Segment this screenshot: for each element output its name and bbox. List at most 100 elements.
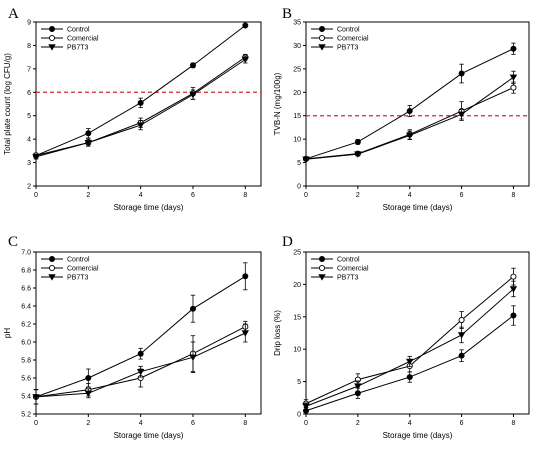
data-point bbox=[137, 99, 144, 106]
series-control bbox=[302, 305, 517, 415]
legend-entry: Control bbox=[337, 27, 360, 34]
legend-entry: Comercial bbox=[67, 36, 99, 43]
x-tick-label: 6 bbox=[460, 420, 464, 427]
y-tick-label: 8 bbox=[27, 43, 31, 50]
panel-label: C bbox=[8, 234, 18, 250]
data-point bbox=[406, 374, 413, 381]
y-tick-label: 9 bbox=[27, 20, 31, 27]
data-point bbox=[189, 62, 196, 69]
plot-frame bbox=[305, 21, 530, 187]
y-axis-title: TVB-N (mg/100g) bbox=[273, 72, 282, 135]
y-axis-title: Drip loss (%) bbox=[273, 310, 282, 356]
x-tick-label: 2 bbox=[356, 420, 360, 427]
y-tick-label: 15 bbox=[293, 113, 301, 120]
data-point bbox=[354, 383, 362, 390]
series-pb7t3 bbox=[32, 55, 250, 161]
series-line bbox=[305, 48, 514, 160]
legend-entry: Comercial bbox=[337, 36, 369, 43]
y-tick-label: 5 bbox=[297, 379, 301, 386]
y-tick-label: 0 bbox=[297, 184, 301, 191]
series-pb7t3 bbox=[302, 70, 518, 163]
data-point bbox=[137, 350, 144, 357]
y-tick-label: 25 bbox=[293, 66, 301, 73]
y-tick-label: 25 bbox=[293, 250, 301, 257]
x-tick-label: 6 bbox=[191, 192, 195, 199]
legend-marker bbox=[48, 274, 56, 281]
x-tick-label: 0 bbox=[34, 192, 38, 199]
data-point bbox=[189, 305, 196, 312]
chart-panel-b: B 0 2 4 6 8 0 5 10 15 20 25 30 35 Storage time (days) T… bbox=[273, 6, 530, 212]
y-tick-label: 6 bbox=[27, 90, 31, 97]
x-tick-label: 2 bbox=[86, 192, 90, 199]
legend-entry: PB7T3 bbox=[67, 45, 89, 52]
data-point bbox=[458, 316, 465, 324]
data-point bbox=[189, 354, 197, 361]
data-point bbox=[84, 390, 93, 397]
y-tick-label: 0 bbox=[297, 412, 301, 419]
data-point bbox=[458, 352, 465, 359]
x-tick-label: 0 bbox=[304, 192, 308, 199]
data-point bbox=[241, 330, 250, 337]
data-point bbox=[457, 111, 466, 118]
legend-marker bbox=[49, 25, 56, 32]
plot-frame bbox=[35, 21, 262, 187]
plot-frame bbox=[305, 251, 530, 415]
y-tick-label: 5.6 bbox=[21, 376, 31, 383]
plot-frame bbox=[35, 251, 262, 415]
legend-entry: Control bbox=[67, 257, 90, 264]
data-point bbox=[354, 151, 362, 158]
x-tick-label: 6 bbox=[191, 420, 195, 427]
x-axis-title: Storage time (days) bbox=[114, 431, 184, 440]
series-control bbox=[33, 22, 249, 159]
series-control bbox=[302, 42, 517, 162]
data-point bbox=[509, 286, 518, 293]
panel-label: A bbox=[8, 6, 19, 22]
legend-marker bbox=[48, 44, 56, 51]
y-tick-label: 20 bbox=[293, 90, 301, 97]
y-axis-title: pH bbox=[3, 328, 12, 338]
y-axis-title: Total plate count (log CFU/g) bbox=[3, 53, 12, 155]
legend-entry: Control bbox=[67, 27, 90, 34]
x-tick-label: 6 bbox=[460, 192, 464, 199]
data-point bbox=[458, 70, 465, 77]
y-tick-label: 15 bbox=[293, 314, 301, 321]
data-point bbox=[84, 139, 93, 147]
data-point bbox=[136, 122, 145, 129]
x-tick-label: 4 bbox=[139, 192, 143, 199]
y-tick-label: 30 bbox=[293, 43, 301, 50]
y-tick-label: 20 bbox=[293, 282, 301, 289]
x-tick-label: 0 bbox=[304, 420, 308, 427]
chart-panel-d: D 0 2 4 6 8 0 5 10 15 20 25 Storage time (days) Drip … bbox=[273, 234, 530, 440]
data-point bbox=[136, 368, 145, 376]
legend-entry: PB7T3 bbox=[67, 275, 89, 282]
data-point bbox=[509, 74, 518, 81]
x-axis-title: Storage time (days) bbox=[383, 431, 453, 440]
legend-marker bbox=[318, 25, 325, 32]
y-tick-label: 35 bbox=[293, 20, 301, 27]
x-axis-title: Storage time (days) bbox=[383, 203, 453, 212]
data-point bbox=[32, 154, 40, 161]
x-tick-label: 4 bbox=[408, 192, 412, 199]
data-point bbox=[354, 138, 361, 145]
data-point bbox=[85, 374, 92, 381]
y-tick-label: 10 bbox=[293, 137, 301, 144]
series-pb7t3 bbox=[32, 323, 250, 405]
panel-label: D bbox=[282, 234, 293, 250]
data-point bbox=[406, 108, 413, 115]
y-tick-label: 6.6 bbox=[21, 286, 31, 293]
data-point bbox=[510, 84, 517, 91]
legend: Control Comercial PB7T3 bbox=[311, 255, 369, 282]
legend: Control Comercial PB7T3 bbox=[41, 255, 99, 282]
x-tick-label: 8 bbox=[511, 420, 515, 427]
y-tick-label: 5.4 bbox=[21, 394, 31, 401]
y-tick-label: 5 bbox=[297, 160, 301, 167]
data-point bbox=[405, 358, 414, 366]
y-tick-label: 6.4 bbox=[21, 304, 31, 311]
y-tick-label: 7 bbox=[27, 66, 31, 73]
legend-marker bbox=[48, 34, 56, 42]
y-tick-label: 7.0 bbox=[21, 250, 31, 257]
x-tick-label: 2 bbox=[356, 192, 360, 199]
data-point bbox=[189, 91, 197, 99]
legend-entry: Comercial bbox=[67, 266, 99, 273]
